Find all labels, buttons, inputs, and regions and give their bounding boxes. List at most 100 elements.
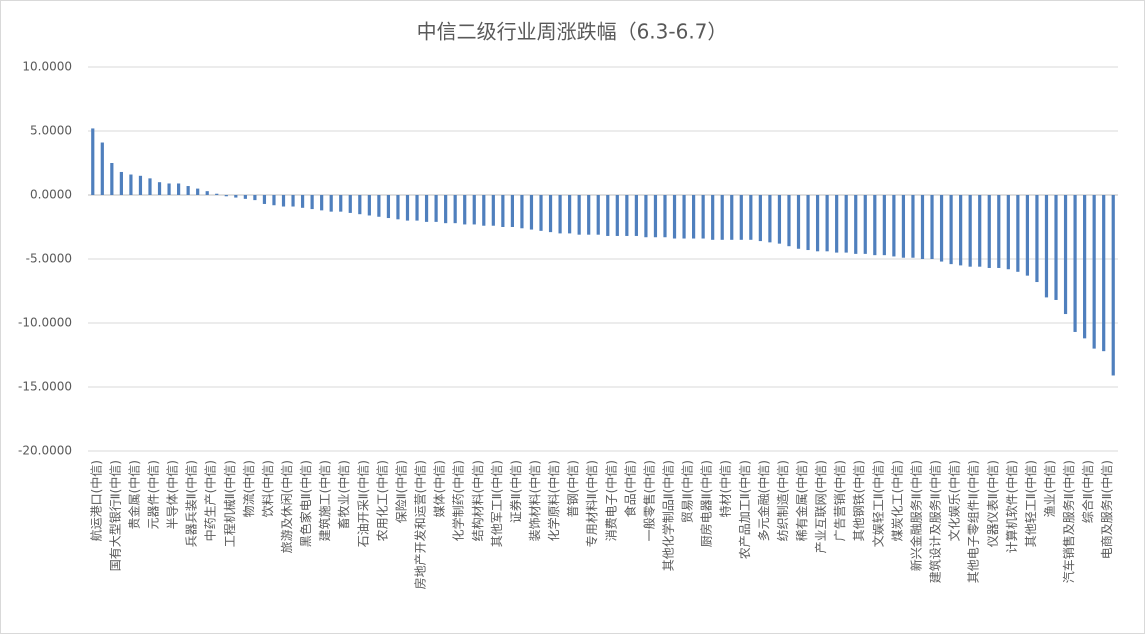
- bar: [119, 171, 123, 195]
- x-tick-label: 其他军工Ⅱ(中信): [489, 460, 504, 547]
- y-tick-label: 0.0000: [30, 188, 72, 202]
- y-tick-label: 5.0000: [30, 124, 72, 138]
- x-tick-label: 计算机软件(中信): [1004, 460, 1019, 553]
- x-tick-label: 稀有金属(中信): [794, 460, 809, 541]
- bar: [949, 195, 953, 265]
- x-tick-label: 文娱轻工Ⅱ(中信): [870, 460, 885, 547]
- x-tick-label: 厨房电器Ⅱ(中信): [699, 460, 714, 547]
- x-tick-label: 中药生产(中信): [203, 460, 218, 541]
- bar: [768, 195, 772, 243]
- bar: [787, 195, 791, 247]
- x-tick-label: 装饰材料(中信): [527, 460, 542, 541]
- bar: [472, 195, 476, 225]
- bar: [1025, 195, 1029, 276]
- x-tick-label: 建筑施工(中信): [317, 460, 332, 541]
- bar: [348, 195, 352, 213]
- bar: [701, 195, 705, 239]
- bar: [281, 195, 286, 207]
- y-tick-label: -15.0000: [18, 380, 72, 394]
- bar: [873, 195, 877, 256]
- bar: [911, 195, 915, 258]
- x-tick-label: 其他电子零组件Ⅱ(中信): [966, 460, 981, 583]
- bar: [1092, 195, 1096, 349]
- bar: [577, 195, 581, 235]
- x-tick-label: 普钢(中信): [565, 460, 580, 517]
- bar: [606, 195, 610, 236]
- x-tick-label: 电商及服务Ⅱ(中信): [1099, 460, 1114, 559]
- x-tick-label: 化学原料(中信): [546, 460, 561, 541]
- bar: [692, 195, 696, 239]
- x-tick-label: 媒体(中信): [432, 460, 447, 517]
- bar: [453, 195, 457, 224]
- bar: [396, 195, 400, 220]
- bar: [329, 195, 333, 212]
- x-tick-label: 半导体(中信): [165, 460, 180, 529]
- x-tick-label: 特材(中信): [718, 460, 733, 517]
- x-tick-label: 贸易Ⅱ(中信): [680, 460, 695, 523]
- x-tick-label: 航运港口(中信): [88, 460, 103, 541]
- bar: [634, 195, 638, 236]
- bar: [272, 195, 276, 206]
- bar: [215, 193, 219, 195]
- bar: [625, 195, 629, 236]
- bar: [682, 195, 686, 239]
- bar: [568, 195, 572, 234]
- bar: [615, 195, 619, 236]
- x-tick-label: 渔业(中信): [1042, 460, 1057, 517]
- bar: [1073, 195, 1077, 332]
- bar: [100, 142, 104, 195]
- bar: [253, 195, 257, 201]
- x-tick-label: 广告营销(中信): [832, 460, 847, 541]
- bar: [110, 163, 114, 195]
- bar: [854, 195, 858, 254]
- bar: [863, 195, 867, 254]
- x-tick-label: 一般零售(中信): [641, 460, 656, 541]
- y-tick-label: -10.0000: [18, 316, 72, 330]
- bar: [415, 195, 419, 221]
- x-tick-label: 化学制药(中信): [451, 460, 466, 541]
- bar: [711, 195, 715, 240]
- x-tick-label: 文化娱乐(中信): [947, 460, 962, 541]
- bar: [663, 195, 667, 238]
- bar: [997, 195, 1001, 268]
- bar: [501, 195, 505, 227]
- bar: [243, 195, 247, 199]
- bar: [424, 195, 429, 222]
- bar: [720, 195, 724, 240]
- bar: [939, 195, 944, 262]
- bar: [1083, 195, 1087, 339]
- bar: [177, 183, 181, 195]
- x-tick-label: 旅游及休闲(中信): [279, 460, 294, 553]
- x-tick-label: 农用化工(中信): [374, 460, 389, 541]
- bar: [825, 195, 829, 252]
- bar: [186, 186, 190, 195]
- x-tick-label: 元器件(中信): [145, 460, 160, 529]
- bar: [539, 195, 543, 231]
- x-tick-label: 煤炭化工(中信): [889, 460, 904, 541]
- bar: [196, 188, 200, 195]
- x-tick-label: 贵金属(中信): [126, 460, 141, 529]
- y-tick-label: -5.0000: [26, 252, 72, 266]
- bar: [882, 195, 886, 256]
- bar: [672, 195, 677, 239]
- x-tick-label: 兵器兵装Ⅱ(中信): [184, 460, 199, 547]
- bar: [548, 195, 553, 233]
- bar: [529, 195, 534, 230]
- x-tick-label: 专用材料Ⅱ(中信): [584, 460, 599, 547]
- x-tick-label: 饮料(中信): [260, 460, 275, 517]
- bar: [777, 195, 782, 244]
- bar: [749, 195, 753, 240]
- bar: [205, 191, 209, 195]
- bar: [1054, 195, 1058, 300]
- x-tick-label: 汽车销售及服务Ⅱ(中信): [1061, 460, 1076, 583]
- bar: [835, 195, 839, 253]
- bar: [1035, 195, 1039, 283]
- bar: [491, 195, 495, 226]
- bar: [815, 195, 820, 252]
- bar: [978, 195, 982, 267]
- bar: [806, 195, 810, 251]
- bar: [1063, 195, 1068, 315]
- bar: [234, 195, 238, 198]
- bar: [167, 183, 171, 195]
